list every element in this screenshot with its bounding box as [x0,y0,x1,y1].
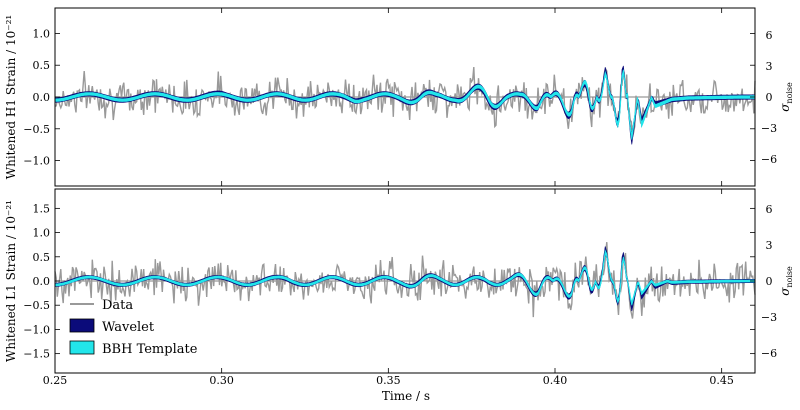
y-tick-label: 1.5 [33,202,51,215]
x-axis-title: Time / s [382,389,430,403]
y-axis-title: Whitened H1 Strain / 10⁻²¹ [4,15,18,179]
y-tick-label: 1.0 [33,27,51,40]
sigma-tick-label: 0 [766,91,773,104]
sigma-tick-label: 6 [766,203,773,216]
x-tick-label: 0.35 [376,374,401,387]
y-tick-label: 0.5 [33,251,51,264]
y-tick-label: 0.0 [33,275,51,288]
y-tick-label: −0.5 [23,299,50,312]
sigma-tick-label: 3 [766,239,773,252]
x-tick-label: 0.45 [709,374,734,387]
legend-wavelet-swatch [69,318,95,333]
legend: Data Wavelet BBH Template [69,298,198,357]
h1-strain-panel: 1.0 0.5 0.0 −0.5 −1.0 6 3 0 −3 −6 Whitened H1 Stra… [4,7,794,187]
y-tick-label: −1.0 [23,155,50,168]
y-tick-label: −1.0 [23,323,50,336]
data-series [54,242,756,319]
x-tick-label: 0.25 [43,374,68,387]
sigma-subscript: noise [785,82,794,104]
sigma-tick-label: −3 [761,122,777,135]
legend-template-swatch [69,340,95,355]
sigma-tick-label: −6 [761,153,777,166]
sigma-tick-label: −6 [761,347,777,360]
sigma-symbol: σ [778,103,792,112]
y-tick-label: 0.0 [33,91,51,104]
sigma-subscript: noise [785,266,794,288]
sigma-tick-label: −3 [761,311,777,324]
legend-label: Wavelet [102,320,155,335]
y-tick-label: 0.5 [33,59,51,72]
sigma-tick-label: 0 [766,275,773,288]
x-tick-label: 0.30 [209,374,234,387]
x-tick-label: 0.40 [543,374,568,387]
y-tick-label: 1.0 [33,227,51,240]
sigma-noise-title: σnoise [778,266,794,296]
l1-strain-panel: 1.5 1.0 0.5 0.0 −0.5 −1.0 −1.5 6 3 0 −3 −6 Whitened … [4,188,794,374]
y-tick-label: −1.5 [23,348,50,361]
sigma-tick-label: 6 [766,29,773,42]
legend-label: Data [102,298,133,313]
y-tick-label: −0.5 [23,123,50,136]
legend-label: BBH Template [102,342,198,357]
sigma-tick-label: 3 [766,60,773,73]
sigma-symbol: σ [778,287,792,296]
sigma-noise-title: σnoise [778,82,794,112]
wavelet-band [54,65,756,145]
y-axis-title: Whitened L1 Strain / 10⁻²¹ [4,200,18,362]
x-axis: Time / s 0.25 0.30 0.35 0.40 0.45 [43,374,734,403]
